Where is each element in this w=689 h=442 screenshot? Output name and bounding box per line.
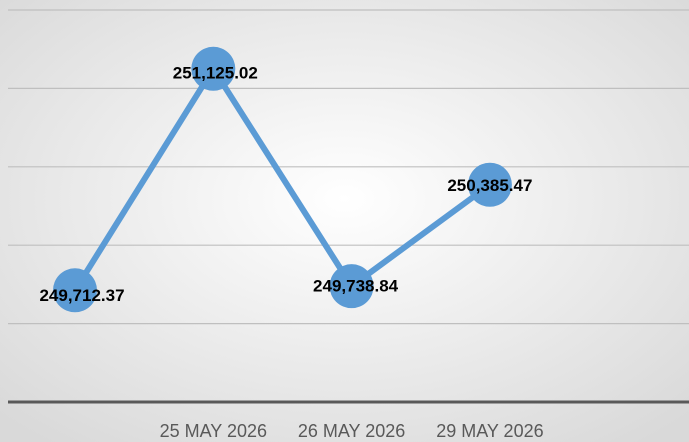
data-label: 249,738.84	[313, 277, 399, 296]
x-tick-label: 29 MAY 2026	[436, 421, 543, 441]
marker	[329, 264, 374, 309]
marker	[191, 46, 236, 91]
data-label: 250,385.47	[447, 176, 532, 195]
marker	[53, 268, 97, 313]
data-label: 251,125.02	[173, 63, 258, 82]
data-label: 249,712.37	[39, 286, 124, 305]
x-tick-label: 26 MAY 2026	[298, 421, 405, 441]
line	[72, 65, 492, 292]
x-tick-label: 25 MAY 2026	[160, 421, 267, 441]
marker	[467, 162, 512, 207]
